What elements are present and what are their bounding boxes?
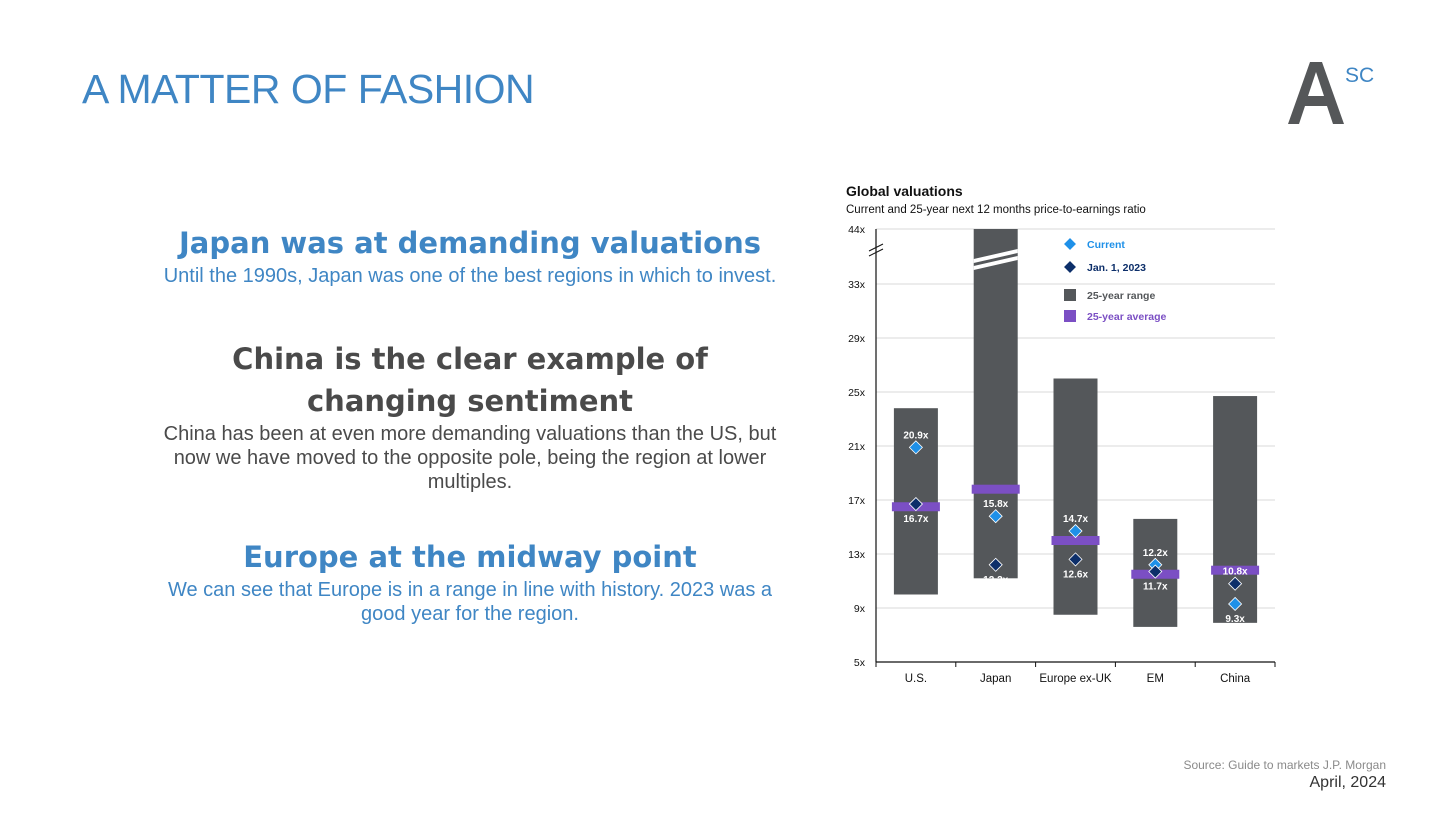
valuation-chart: Global valuations Current and 25-year nex… <box>832 178 1292 698</box>
jan2023-marker <box>1228 576 1243 591</box>
date-label: April, 2024 <box>1309 774 1387 791</box>
average-marker <box>1051 536 1100 545</box>
y-tick-label: 25x <box>848 387 866 399</box>
current-marker <box>908 440 923 455</box>
jan2023-marker <box>1068 552 1083 567</box>
axis-break-mark <box>868 243 884 252</box>
china-heading: China is the clear example of changing s… <box>232 342 708 418</box>
y-tick-label: 5x <box>854 657 866 669</box>
china-block: China is the clear example of changing s… <box>160 338 780 494</box>
current-marker <box>988 509 1003 524</box>
company-logo: SC <box>1288 62 1374 124</box>
japan-body: Until the 1990s, Japan was one of the be… <box>163 265 777 287</box>
x-category-label: China <box>1220 673 1251 685</box>
legend-average-icon <box>1064 310 1076 322</box>
jan2023-label: 16.7x <box>903 514 928 525</box>
y-tick-label: 21x <box>848 441 866 453</box>
current-label: 12.2x <box>1143 548 1168 559</box>
y-tick-label: 29x <box>848 333 866 345</box>
y-tick-label: 9x <box>854 603 866 615</box>
y-tick-label: 13x <box>848 549 866 561</box>
source-note: Source: Guide to markets J.P. Morgan <box>1183 758 1386 772</box>
legend-range-label: 25-year range <box>1087 290 1155 302</box>
x-category-label: U.S. <box>905 673 927 685</box>
legend-current-label: Current <box>1087 239 1125 251</box>
chart-subtitle: Current and 25-year next 12 months price… <box>846 204 1146 216</box>
x-category-label: EM <box>1147 673 1164 685</box>
current-marker <box>1068 523 1083 539</box>
y-tick-label: 33x <box>848 279 866 291</box>
jan2023-marker <box>988 557 1003 572</box>
axis-break-mark <box>868 248 884 257</box>
jan2023-marker <box>1148 564 1163 579</box>
current-label: 20.9x <box>903 430 928 441</box>
legend-jan2023-label: Jan. 1, 2023 <box>1087 262 1146 274</box>
jan2023-label: 11.7x <box>1143 582 1168 593</box>
legend-current-icon <box>1062 236 1078 252</box>
japan-block: Japan was at demanding valuations Until … <box>160 222 780 288</box>
valuation-chart-svg: Global valuations Current and 25-year nex… <box>846 183 1276 685</box>
average-marker <box>971 484 1020 494</box>
bar-break-mark <box>973 256 1018 270</box>
slide-title: A MATTER OF FASHION <box>82 66 535 112</box>
footer: Source: Guide to markets J.P. Morgan Apr… <box>1183 758 1386 792</box>
range-bar <box>973 229 1018 579</box>
jan2023-label: 12.2x <box>983 575 1008 586</box>
y-tick-label: 17x <box>848 495 866 507</box>
legend-average-label: 25-year average <box>1087 311 1167 323</box>
y-tick-label: 44x <box>848 224 866 236</box>
x-category-label: Japan <box>980 673 1011 685</box>
jan2023-marker <box>908 496 923 512</box>
current-label: 15.8x <box>983 499 1008 510</box>
range-bar <box>1053 378 1098 615</box>
bar-break-mark <box>973 249 1018 263</box>
japan-heading: Japan was at demanding valuations <box>179 226 761 260</box>
legend-range-icon <box>1064 289 1076 301</box>
europe-block: Europe at the midway point We can see th… <box>160 536 780 626</box>
current-label: 9.3x <box>1225 614 1245 625</box>
current-marker <box>1228 596 1243 612</box>
legend-jan2023-icon <box>1062 259 1078 275</box>
jan2023-label: 10.8x <box>1223 567 1248 578</box>
logo-superscript: SC <box>1345 64 1374 87</box>
china-body: China has been at even more demanding va… <box>163 423 777 493</box>
x-category-label: Europe ex-UK <box>1039 673 1112 685</box>
chart-title: Global valuations <box>846 183 963 199</box>
average-marker <box>1211 565 1260 575</box>
europe-heading: Europe at the midway point <box>243 540 697 574</box>
jan2023-label: 12.6x <box>1063 569 1088 580</box>
europe-body: We can see that Europe is in a range in … <box>167 579 773 625</box>
current-label: 14.7x <box>1063 514 1088 525</box>
